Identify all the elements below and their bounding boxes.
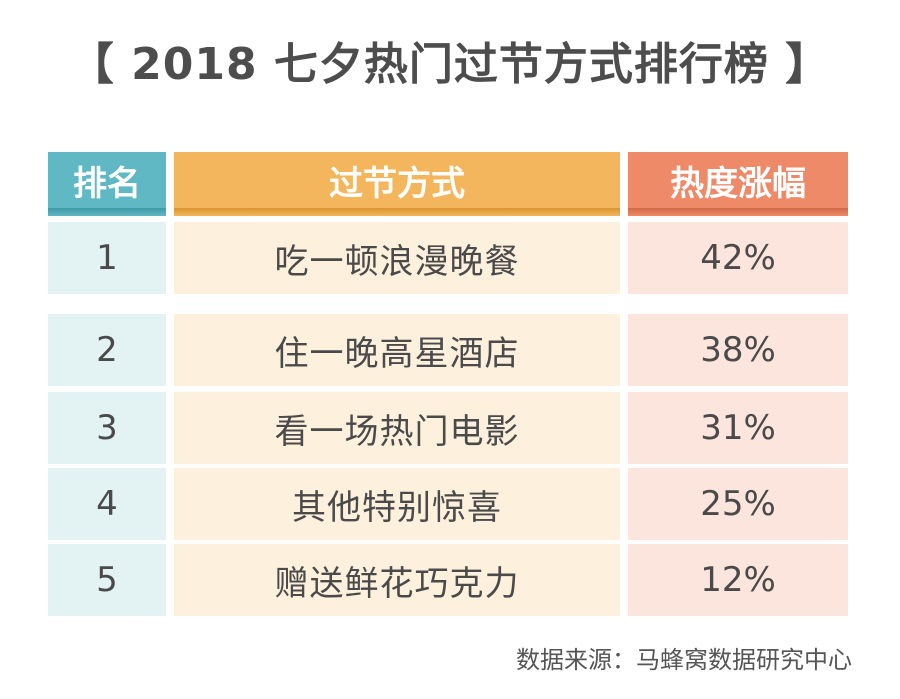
page-title: 【 2018 七夕热门过节方式排行榜 】 (69, 39, 831, 90)
rank-cell: 4 (48, 468, 166, 540)
heat-cell: 12% (628, 544, 848, 616)
header-rank-label: 排名 (48, 152, 166, 208)
heat-cell: 25% (628, 468, 848, 540)
rank-cell: 5 (48, 544, 166, 616)
table-row: 1 吃一顿浪漫晚餐 42% (48, 222, 848, 294)
header-rank: 排名 (48, 152, 166, 216)
rank-cell: 1 (48, 222, 166, 294)
mode-cell: 住一晚高星酒店 (174, 314, 620, 386)
table-row: 4 其他特别惊喜 25% (48, 468, 848, 540)
mode-cell: 赠送鲜花巧克力 (174, 544, 620, 616)
heat-cell: 31% (628, 392, 848, 464)
header-heat-shadow (628, 208, 848, 216)
header-mode-shadow (174, 208, 620, 216)
mode-cell: 看一场热门电影 (174, 392, 620, 464)
rank-cell: 2 (48, 314, 166, 386)
header-heat-label: 热度涨幅 (628, 152, 848, 208)
header-heat: 热度涨幅 (628, 152, 848, 216)
header-mode: 过节方式 (174, 152, 620, 216)
header-mode-label: 过节方式 (174, 152, 620, 208)
table-row: 5 赠送鲜花巧克力 12% (48, 544, 848, 616)
mode-cell: 其他特别惊喜 (174, 468, 620, 540)
table-row: 2 住一晚高星酒店 38% (48, 314, 848, 386)
table-row: 3 看一场热门电影 31% (48, 392, 848, 464)
rank-cell: 3 (48, 392, 166, 464)
heat-cell: 38% (628, 314, 848, 386)
heat-cell: 42% (628, 222, 848, 294)
header-rank-shadow (48, 208, 166, 216)
mode-cell: 吃一顿浪漫晚餐 (174, 222, 620, 294)
data-source: 数据来源：马蜂窝数据研究中心 (516, 646, 852, 674)
